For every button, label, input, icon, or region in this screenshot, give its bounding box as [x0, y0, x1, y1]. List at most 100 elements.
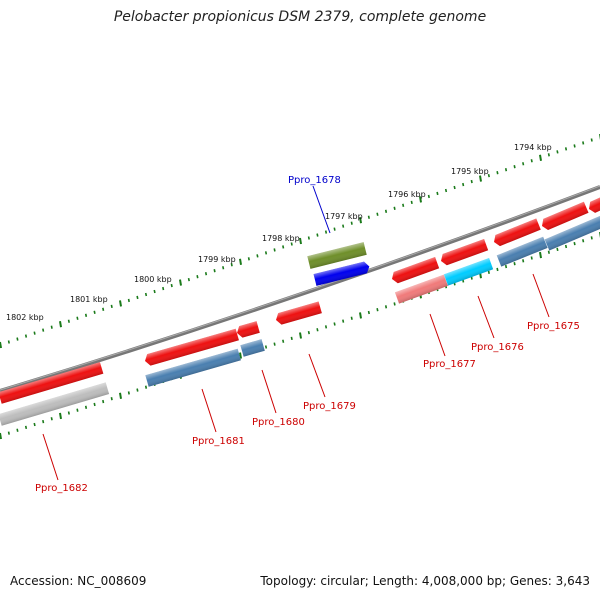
ruler-major-tick: [359, 217, 362, 224]
ruler-minor-tick: [333, 227, 336, 231]
ruler-major-tick: [119, 300, 122, 307]
ruler-minor-tick: [247, 257, 250, 261]
ruler-major-tick: [299, 237, 302, 245]
map-title: Pelobacter propionicus DSM 2379, complet…: [113, 9, 487, 25]
gene-label-ppro-1682[interactable]: Ppro_1682: [35, 483, 88, 494]
ruler-minor-tick: [342, 319, 345, 323]
ruler-minor-tick: [402, 203, 405, 207]
ruler-minor-tick: [324, 325, 328, 329]
ruler-minor-tick: [273, 342, 276, 346]
ruler-minor-tick: [530, 256, 533, 260]
genome-backbone-highlight: [0, 185, 600, 391]
ruler-minor-tick: [582, 239, 585, 243]
ruler-minor-tick: [307, 330, 310, 335]
accession-text: Accession: NC_008609: [10, 574, 147, 588]
ruler-minor-tick: [333, 322, 336, 326]
ruler-minor-tick: [76, 316, 79, 320]
ruler-minor-tick: [504, 168, 508, 172]
gene-labels: Ppro_1678 Ppro_1675 Ppro_1676 Ppro_1677 …: [35, 175, 580, 494]
ruler-minor-tick: [470, 179, 473, 184]
ruler-major-tick: [0, 432, 2, 440]
ruler-minor-tick: [427, 194, 430, 199]
ruler-minor-tick: [264, 345, 268, 349]
ruler-minor-tick: [436, 191, 439, 196]
ruler-label: 1794 kbp: [514, 143, 552, 152]
ruler-minor-tick: [342, 224, 345, 228]
gene-label-ppro-1679[interactable]: Ppro_1679: [303, 401, 356, 412]
ruler-minor-tick: [487, 173, 490, 178]
ruler-major-tick: [479, 175, 482, 182]
ruler-minor-tick: [282, 245, 285, 249]
ruler-minor-tick: [547, 250, 550, 254]
gene-label-ppro-1678[interactable]: Ppro_1678: [288, 175, 341, 186]
ruler-minor-tick: [530, 159, 533, 163]
ruler-label: 1797 kbp: [325, 212, 363, 221]
ruler-minor-tick: [153, 289, 156, 294]
ruler-minor-tick: [7, 340, 10, 344]
ruler-minor-tick: [93, 310, 96, 314]
ruler-major-tick: [239, 352, 242, 359]
gene-label-ppro-1681[interactable]: Ppro_1681: [192, 436, 245, 447]
gene-label-ppro-1680[interactable]: Ppro_1680: [252, 417, 305, 428]
ruler-minor-tick: [196, 275, 199, 279]
ruler-minor-tick: [290, 242, 293, 246]
ruler-minor-tick: [24, 334, 28, 338]
ruler-minor-tick: [136, 388, 139, 392]
ruler-minor-tick: [187, 277, 190, 282]
ruler-label: 1800 kbp: [134, 275, 172, 284]
gene-label-ppro-1676[interactable]: Ppro_1676: [471, 342, 524, 353]
ruler-minor-tick: [290, 336, 293, 341]
ruler-minor-tick: [513, 262, 516, 266]
ruler-major-tick: [539, 154, 542, 161]
ruler-minor-tick: [582, 141, 585, 145]
ruler-minor-tick: [590, 236, 593, 240]
ruler-label: 1802 kbp: [6, 313, 44, 322]
ruler-minor-tick: [102, 307, 105, 311]
ruler-label: 1795 kbp: [451, 167, 489, 176]
ruler-minor-tick: [324, 230, 328, 234]
ruler-minor-tick: [50, 417, 53, 421]
ruler-minor-tick: [110, 397, 113, 401]
ruler-minor-tick: [264, 251, 268, 255]
ruler-minor-tick: [110, 304, 113, 309]
ruler-label: 1801 kbp: [70, 295, 108, 304]
ruler-minor-tick: [24, 425, 28, 430]
ruler-major-tick: [239, 258, 242, 265]
ruler-minor-tick: [84, 313, 88, 317]
gene-label-ppro-1675[interactable]: Ppro_1675: [527, 321, 580, 332]
ruler-minor-tick: [384, 305, 388, 309]
ruler-minor-tick: [84, 405, 88, 409]
ruler-major-tick: [0, 341, 2, 349]
ruler-minor-tick: [564, 244, 568, 249]
ruler-minor-tick: [222, 266, 225, 270]
ruler-label: 1799 kbp: [198, 255, 236, 264]
ruler-minor-tick: [93, 402, 96, 407]
ruler-major-tick: [359, 312, 362, 319]
ruler-minor-tick: [316, 233, 319, 237]
ruler-minor-tick: [564, 147, 568, 151]
ruler-minor-tick: [556, 247, 559, 252]
ruler-minor-tick: [513, 165, 516, 169]
ruler-minor-tick: [42, 328, 45, 332]
ruler-minor-tick: [144, 385, 148, 389]
ruler-minor-tick: [67, 319, 70, 323]
outer-ruler-track: [0, 134, 600, 349]
ruler-minor-tick: [556, 150, 559, 154]
ruler-minor-tick: [33, 331, 36, 335]
ruler-minor-tick: [170, 283, 173, 288]
ruler-minor-tick: [76, 408, 79, 412]
ruler-minor-tick: [282, 339, 285, 343]
ruler-minor-tick: [16, 337, 19, 341]
ruler-major-tick: [419, 196, 422, 203]
gene-label-ppro-1677[interactable]: Ppro_1677: [423, 359, 476, 370]
ruler-minor-tick: [42, 419, 45, 424]
ruler-minor-tick: [16, 428, 19, 432]
ruler-minor-tick: [453, 185, 456, 190]
ruler-minor-tick: [67, 411, 70, 415]
ruler-minor-tick: [230, 263, 233, 267]
ruler-minor-tick: [127, 298, 130, 303]
ruler-major-tick: [59, 321, 62, 328]
ruler-minor-tick: [376, 212, 379, 216]
ruler-minor-tick: [316, 328, 319, 332]
